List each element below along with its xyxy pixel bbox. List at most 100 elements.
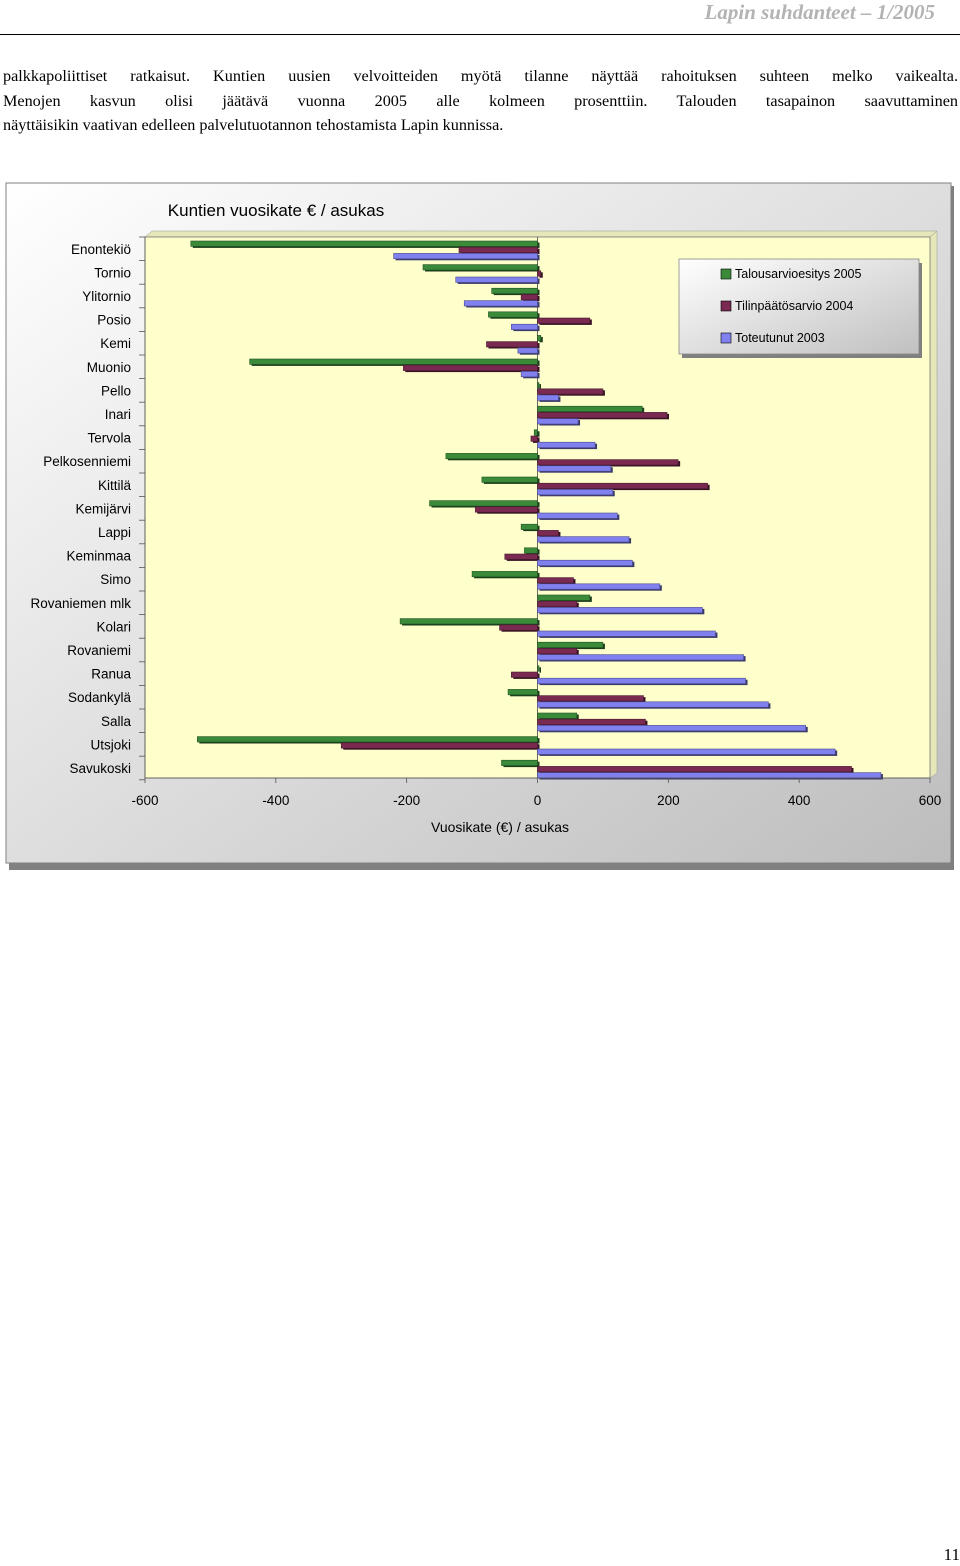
bar [537, 772, 882, 779]
bar [537, 489, 614, 496]
category-label: Enontekiö [71, 242, 131, 257]
bar [455, 276, 538, 283]
category-label: Posio [97, 313, 131, 328]
bar [488, 311, 538, 318]
bar [537, 665, 540, 672]
bar [197, 736, 538, 743]
bar [537, 270, 542, 277]
bar [524, 547, 538, 554]
category-label: Kolari [96, 619, 131, 634]
body-line: palkkapoliittiset ratkaisut. Kuntien uus… [3, 67, 958, 85]
chart-container: Kuntien vuosikate € / asukas Enontekiö To… [0, 180, 960, 870]
x-axis-label: Vuosikate (€) / asukas [431, 819, 569, 835]
bar [520, 371, 538, 378]
bar-shadow [539, 667, 541, 673]
legend-box [678, 258, 920, 355]
bar [537, 412, 668, 419]
category-label: Simo [100, 572, 131, 587]
bar [537, 317, 591, 324]
x-tick-label: -400 [262, 793, 289, 808]
x-tick-label: 600 [919, 793, 942, 808]
bar [520, 294, 538, 301]
bar [537, 677, 746, 684]
legend-label: Tilinpäätösarvio 2004 [735, 299, 853, 313]
category-label: Rovaniemen mlk [30, 596, 131, 611]
bar [501, 759, 538, 766]
category-labels: Enontekiö Tornio Ylitornio Posio Kemi Muonio P… [30, 242, 131, 776]
category-label: Kemi [100, 336, 131, 351]
bar-shadow [536, 431, 540, 437]
category-label: Sodankylä [68, 690, 132, 705]
bar [537, 630, 716, 637]
bar [537, 701, 769, 708]
bar [520, 523, 538, 530]
bar [399, 618, 538, 625]
bar [190, 240, 538, 247]
bar [537, 725, 807, 732]
bar [537, 482, 708, 489]
x-tick-label: -600 [131, 793, 158, 808]
bar-shadow [539, 336, 543, 343]
running-header: Lapin suhdanteet – 1/2005 [704, 0, 935, 24]
bar [537, 512, 618, 519]
bar [537, 654, 744, 661]
bar [475, 506, 538, 513]
bar [537, 766, 852, 773]
header-rule [0, 34, 960, 35]
category-label: Keminmaa [66, 549, 131, 564]
bar [537, 459, 679, 466]
bar [537, 441, 596, 448]
category-label: Pelkosenniemi [43, 454, 131, 469]
x-tick-labels: -600 -400 -200 0 200 400 600 [131, 777, 942, 808]
category-label: Savukoski [69, 761, 131, 776]
category-label: Pello [101, 383, 131, 398]
category-label: Utsjoki [90, 737, 131, 752]
legend-swatch [720, 268, 732, 280]
bar [537, 600, 578, 607]
chart-title: Kuntien vuosikate € / asukas [168, 201, 384, 220]
bar [517, 347, 538, 354]
bar [458, 246, 538, 253]
bar [537, 748, 836, 755]
bar [537, 382, 540, 389]
bar [429, 500, 538, 507]
bar [463, 300, 538, 307]
bar [537, 559, 633, 566]
category-label: Kemijärvi [75, 501, 131, 516]
bar [422, 264, 538, 271]
bar-shadow [539, 384, 541, 390]
legend-label: Toteutunut 2003 [735, 331, 825, 345]
bars-group [139, 236, 883, 781]
bar [507, 689, 538, 696]
bar [537, 695, 644, 702]
bar [491, 287, 538, 294]
bar [537, 394, 559, 401]
legend-swatch [720, 332, 732, 344]
bar [403, 364, 538, 371]
bar [537, 577, 574, 584]
legend: Talousarvioesitys 2005 Tilinpäätösarvio 2… [678, 258, 922, 358]
bar [537, 583, 661, 590]
bar [537, 712, 578, 719]
bar [537, 388, 604, 395]
category-label: Ranua [91, 667, 131, 682]
bar [537, 405, 643, 412]
bar [537, 718, 646, 725]
category-label: Tornio [94, 265, 131, 280]
body-line: Menojen kasvun olisi jäätävä vuonna 2005… [3, 91, 958, 110]
bar [537, 648, 578, 655]
category-label: Tervola [87, 431, 131, 446]
bar [499, 624, 538, 631]
bar [537, 641, 604, 648]
page-number: 11 [943, 1545, 960, 1564]
category-label: Rovaniemi [67, 643, 131, 658]
bar [511, 323, 538, 330]
category-label: Inari [105, 407, 131, 422]
x-tick-label: 200 [657, 793, 680, 808]
bar [537, 594, 591, 601]
category-label: Lappi [98, 525, 131, 540]
bar [537, 536, 630, 543]
vuosikate-chart: Kuntien vuosikate € / asukas Enontekiö To… [5, 182, 954, 870]
bar [530, 435, 538, 442]
legend-label: Talousarvioesitys 2005 [735, 267, 862, 281]
